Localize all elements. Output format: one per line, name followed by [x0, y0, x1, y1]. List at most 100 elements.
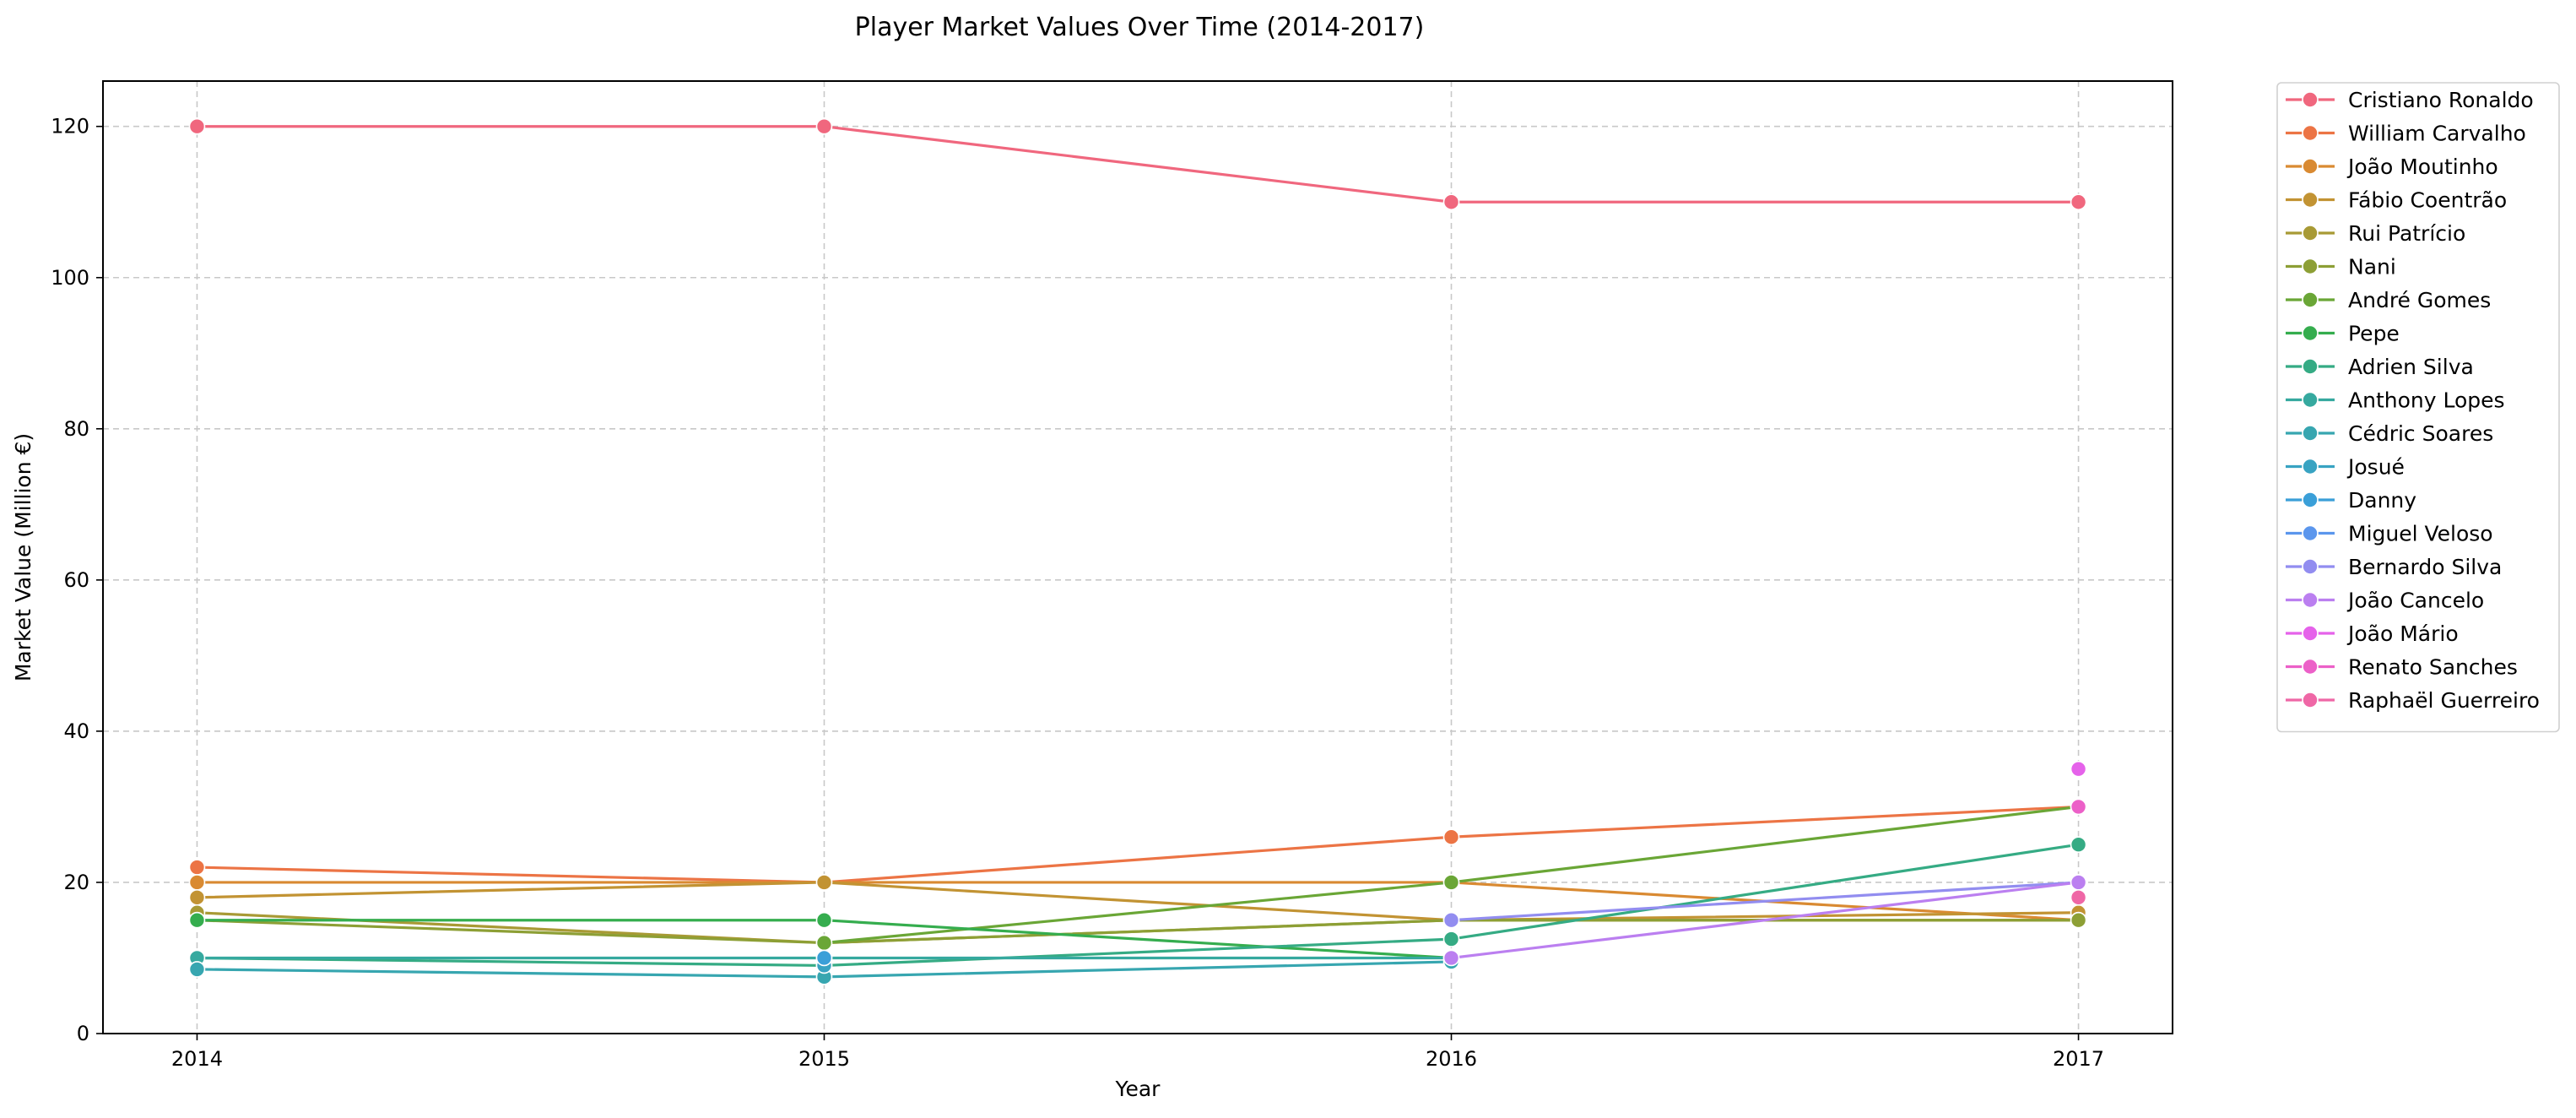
- series-group: [188, 911, 2087, 952]
- legend-label: Rui Patrício: [2348, 221, 2465, 246]
- data-series: [188, 117, 2087, 985]
- legend-label: Cristiano Ronaldo: [2348, 88, 2534, 112]
- data-point: [815, 934, 833, 952]
- legend-label: João Mário: [2346, 621, 2459, 646]
- legend-item: Cristiano Ronaldo: [2286, 88, 2534, 112]
- legend-item: Anthony Lopes: [2286, 388, 2505, 413]
- legend-item: André Gomes: [2286, 288, 2491, 312]
- legend-label: Josué: [2346, 455, 2405, 480]
- data-point: [188, 859, 206, 876]
- plot-area-frame: [102, 80, 2173, 1034]
- data-point: [2070, 760, 2087, 778]
- legend-marker: [2302, 491, 2319, 508]
- series-line: [197, 805, 2079, 884]
- legend: Cristiano Ronaldo William Carvalho João Mo…: [2276, 82, 2560, 733]
- series-group: [815, 949, 833, 967]
- y-axis-ticks: 0 20 40 60 80 100 120: [51, 115, 103, 1045]
- y-axis-label: Market Value (Million €): [11, 433, 35, 681]
- legend-label: João Moutinho: [2346, 155, 2498, 179]
- legend-label: Raphaël Guerreiro: [2348, 688, 2540, 713]
- data-point: [188, 117, 206, 135]
- legend-marker: [2302, 391, 2319, 409]
- series-group: [188, 798, 2087, 891]
- legend-marker: [2302, 158, 2319, 175]
- data-point: [1442, 911, 1460, 929]
- data-point: [1442, 828, 1460, 846]
- data-point: [2070, 874, 2087, 891]
- x-axis-label: Year: [1115, 1077, 1161, 1101]
- legend-marker: [2302, 591, 2319, 609]
- series-line: [197, 881, 2079, 922]
- legend-marker: [2302, 524, 2319, 542]
- legend-marker: [2302, 258, 2319, 275]
- y-tick-label: 60: [63, 568, 89, 592]
- legend-marker: [2302, 458, 2319, 475]
- legend-item: William Carvalho: [2286, 122, 2526, 146]
- series-group: [2070, 760, 2087, 778]
- legend-marker: [2302, 425, 2319, 442]
- legend-frame: [2276, 82, 2560, 733]
- legend-label: Adrien Silva: [2348, 355, 2474, 379]
- legend-label: Fábio Coentrão: [2348, 188, 2507, 213]
- chart-title: Player Market Values Over Time (2014-201…: [855, 13, 1425, 42]
- data-point: [815, 874, 833, 891]
- legend-item: Nani: [2286, 255, 2396, 280]
- legend-item: Renato Sanches: [2286, 655, 2518, 680]
- data-point: [815, 117, 833, 135]
- series-group: [188, 117, 2087, 211]
- series-group: [188, 836, 2087, 974]
- x-tick-label: 2015: [798, 1047, 850, 1071]
- y-tick-label: 100: [51, 266, 89, 290]
- y-tick-label: 80: [63, 417, 89, 441]
- data-point: [2070, 889, 2087, 906]
- data-point: [2070, 193, 2087, 211]
- data-point: [815, 949, 833, 967]
- legend-marker: [2302, 324, 2319, 342]
- legend-label: Nani: [2348, 255, 2396, 280]
- data-point: [2070, 911, 2087, 929]
- legend-item: Raphaël Guerreiro: [2286, 688, 2540, 713]
- legend-marker: [2302, 91, 2319, 108]
- grid-lines: [103, 81, 2173, 1034]
- x-tick-label: 2017: [2053, 1047, 2104, 1071]
- legend-marker: [2302, 658, 2319, 676]
- data-point: [1442, 193, 1460, 211]
- legend-label: Danny: [2348, 488, 2416, 513]
- legend-marker: [2302, 358, 2319, 375]
- legend-label: William Carvalho: [2348, 122, 2526, 146]
- legend-item: Bernardo Silva: [2286, 555, 2502, 579]
- series-line: [197, 843, 2079, 968]
- series-line: [1451, 881, 2079, 960]
- legend-marker: [2302, 225, 2319, 242]
- data-point: [2070, 836, 2087, 853]
- legend-label: Bernardo Silva: [2348, 555, 2502, 579]
- legend-item: Miguel Veloso: [2286, 522, 2493, 546]
- legend-item: João Cancelo: [2286, 589, 2484, 613]
- x-tick-label: 2014: [171, 1047, 223, 1071]
- series-group: [1442, 874, 2087, 967]
- x-axis-ticks: 2014 2015 2016 2017: [171, 1034, 2104, 1071]
- data-point: [815, 911, 833, 929]
- data-point: [2070, 798, 2087, 816]
- legend-label: Cédric Soares: [2348, 421, 2493, 446]
- legend-marker: [2302, 692, 2319, 708]
- legend-label: Pepe: [2348, 322, 2400, 346]
- data-point: [1442, 949, 1460, 967]
- x-tick-label: 2016: [1426, 1047, 1477, 1071]
- data-point: [188, 889, 206, 906]
- legend-item: João Mário: [2286, 621, 2459, 646]
- legend-item: Josué: [2286, 455, 2405, 480]
- legend-marker: [2302, 625, 2319, 642]
- legend-label: Miguel Veloso: [2348, 522, 2493, 546]
- legend-item: Cédric Soares: [2286, 421, 2493, 446]
- legend-marker: [2302, 558, 2319, 575]
- data-point: [1442, 874, 1460, 891]
- legend-label: Anthony Lopes: [2348, 388, 2505, 413]
- legend-item: Adrien Silva: [2286, 355, 2474, 379]
- data-point: [188, 961, 206, 978]
- legend-label: Renato Sanches: [2348, 655, 2518, 680]
- data-point: [1442, 931, 1460, 947]
- series-line: [1451, 881, 2079, 922]
